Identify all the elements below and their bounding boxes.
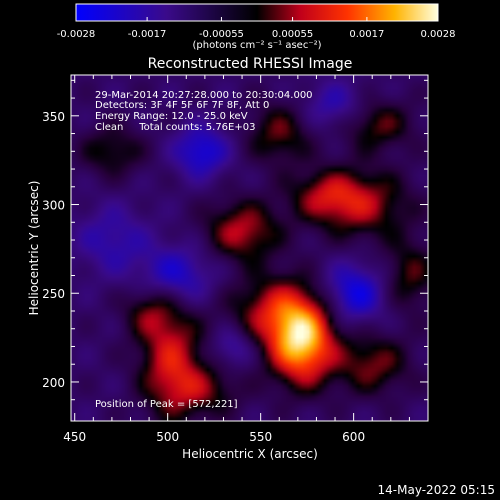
colorbar-units-label: (photons cm⁻² s⁻¹ asec⁻²) [192, 40, 321, 51]
y-axis-label: Heliocentric Y (arcsec) [27, 181, 41, 316]
y-tick-label: 300 [42, 199, 65, 213]
colorbar-tick-label: -0.00055 [199, 29, 244, 40]
plot-title: Reconstructed RHESSI Image [148, 56, 353, 72]
colorbar [75, 3, 439, 22]
info-line-detectors: Detectors: 3F 4F 5F 6F 7F 8F, Att 0 [95, 100, 269, 111]
info-line-time: 29-Mar-2014 20:27:28.000 to 20:30:04.000 [95, 90, 313, 101]
x-axis-label: Heliocentric X (arcsec) [182, 447, 318, 461]
footer-timestamp: 14-May-2022 05:15 [378, 483, 495, 497]
colorbar-tick-label: -0.0017 [128, 29, 167, 40]
heatmap-image [71, 75, 428, 421]
colorbar-tick-label: 0.00055 [272, 29, 313, 40]
axis-ticks: 450 500 550 600 200 250 300 350 [42, 75, 428, 444]
colorbar-tick-label: 0.0017 [349, 29, 384, 40]
peak-position-label: Position of Peak = [572,221] [95, 399, 238, 410]
y-tick-label: 350 [42, 110, 65, 124]
info-line-counts: Clean Total counts: 5.76E+03 [95, 122, 255, 133]
colorbar-tick-label: -0.0028 [57, 29, 96, 40]
y-tick-label: 200 [42, 376, 65, 390]
x-tick-label: 550 [249, 430, 272, 444]
x-tick-label: 500 [156, 430, 179, 444]
y-tick-label: 250 [42, 287, 65, 301]
x-tick-label: 600 [342, 430, 365, 444]
plot-frame [70, 74, 429, 422]
x-tick-label: 450 [63, 430, 86, 444]
info-line-energy: Energy Range: 12.0 - 25.0 keV [95, 111, 248, 122]
colorbar-ticks: -0.0028 -0.0017 -0.00055 0.00055 0.0017 0.002… [57, 17, 456, 40]
colorbar-tick-label: 0.0028 [421, 29, 456, 40]
